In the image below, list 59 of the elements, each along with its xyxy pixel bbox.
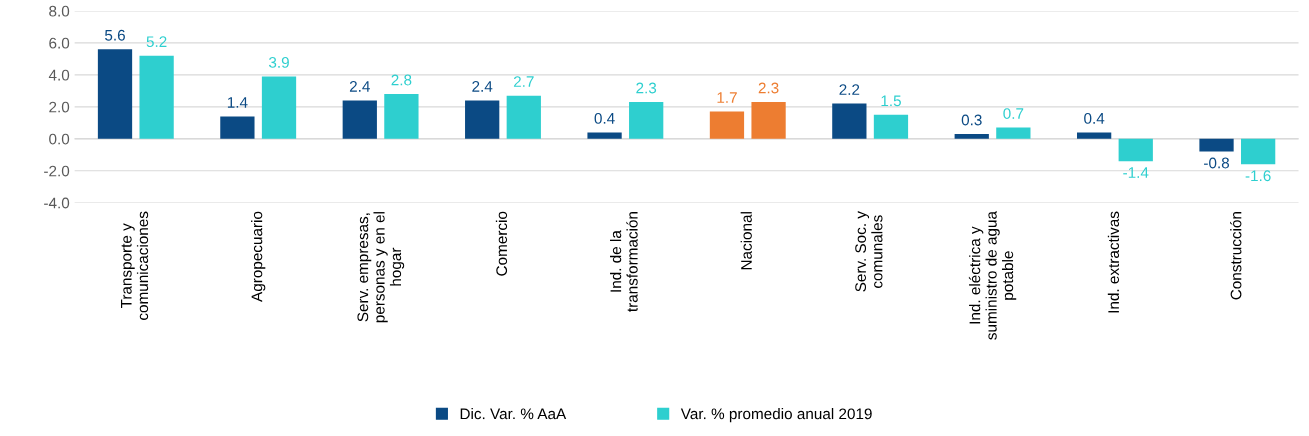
bar (873, 114, 909, 139)
data-label: 2.2 (839, 84, 860, 95)
y-tick-label: 6.0 (49, 37, 70, 49)
x-tick-label: Nacional (740, 212, 752, 270)
x-tick-label: Ind. de la transformación (610, 212, 638, 312)
bar (751, 102, 786, 139)
y-tick-label: -4.0 (44, 197, 70, 209)
data-label: 0.3 (961, 114, 982, 126)
data-label: 2.7 (513, 76, 534, 87)
data-label: 1.5 (881, 95, 901, 107)
data-label: -0.8 (1204, 157, 1230, 169)
data-label: -1.6 (1245, 170, 1271, 182)
data-label: 0.7 (1003, 108, 1024, 119)
bar (587, 132, 622, 139)
bar (954, 134, 989, 139)
y-tick-label: 4.0 (48, 69, 70, 81)
bar (465, 100, 500, 139)
bar (261, 76, 297, 139)
bar (996, 127, 1031, 139)
data-label: 2.8 (391, 74, 412, 86)
x-tick-label: Construcción (1230, 212, 1242, 300)
bar (384, 94, 419, 139)
data-label: 5.2 (146, 36, 167, 48)
legend-label: Var. % promedio anual 2019 (680, 408, 872, 423)
data-label: 0.4 (1084, 112, 1105, 124)
legend-label: Dic. Var. % AaA (460, 408, 567, 420)
x-tick-label: Agropecuario (251, 211, 266, 302)
x-tick-label: Comercio (495, 211, 508, 276)
bar (629, 102, 664, 139)
data-label: 0.4 (594, 112, 615, 124)
bar (1077, 132, 1112, 139)
data-label: 1.4 (227, 97, 248, 108)
y-tick-label: 2.0 (49, 101, 70, 113)
y-tick-label: 8.0 (49, 5, 70, 17)
x-tick-label: Ind. eléctrica y suministro de agua potable (968, 211, 1017, 340)
y-tick-label: -2.0 (44, 165, 70, 177)
x-tick-label: Serv. Soc. y comunales (855, 211, 883, 292)
data-label: 5.6 (105, 29, 125, 41)
x-tick-label: Transporte y comunicaciones (121, 211, 149, 320)
bar (342, 100, 377, 139)
data-label: 2.4 (472, 80, 493, 92)
data-label: 2.3 (636, 82, 657, 94)
bar (1199, 138, 1234, 152)
data-label: 2.4 (349, 80, 370, 92)
bar (709, 111, 745, 139)
y-tick-label: 0.0 (49, 133, 70, 145)
data-label: -1.4 (1123, 167, 1149, 178)
data-label: 3.9 (268, 57, 289, 68)
bar (97, 49, 133, 139)
x-tick-label: Serv. empresas, personas y en el hogar (357, 212, 405, 323)
bar (1241, 138, 1276, 165)
bar (832, 103, 867, 139)
bar (139, 55, 174, 139)
bar (1118, 138, 1153, 162)
data-label: 2.3 (758, 82, 779, 94)
x-tick-label: Ind. extractivas (1107, 211, 1120, 313)
data-label: 1.7 (717, 92, 737, 103)
bar (506, 95, 541, 139)
bar (220, 116, 255, 139)
